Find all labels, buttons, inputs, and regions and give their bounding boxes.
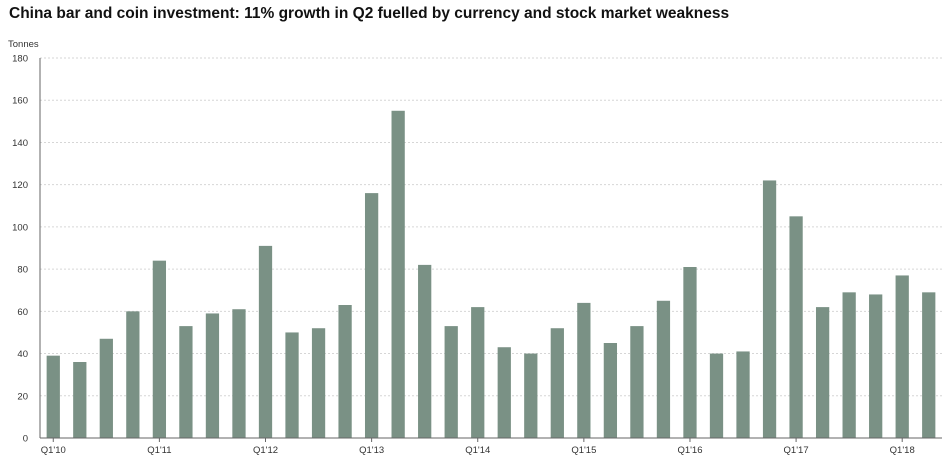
bar — [364, 193, 379, 438]
bar — [497, 347, 511, 438]
y-tick-label: 40 — [17, 349, 28, 360]
x-tick-label: Q1'15 — [571, 445, 596, 456]
bar — [524, 353, 538, 438]
bar — [922, 292, 936, 438]
y-tick-label: 180 — [12, 54, 28, 65]
bars — [46, 110, 936, 439]
chart-title: China bar and coin investment: 11% growt… — [9, 5, 730, 22]
bar — [736, 351, 750, 438]
y-tick-label: 80 — [17, 265, 28, 276]
y-tick-label: 120 — [12, 180, 28, 191]
bar — [232, 309, 246, 438]
x-tick-label: Q1'11 — [147, 445, 171, 456]
bar — [683, 267, 697, 438]
bar — [285, 332, 299, 438]
bar — [46, 355, 60, 438]
bar — [391, 110, 405, 439]
bar — [815, 307, 830, 438]
bar — [205, 313, 220, 438]
x-tick-label: Q1'16 — [677, 445, 702, 456]
bar — [842, 292, 856, 438]
bar — [895, 275, 909, 438]
axes: 0 20 40 60 80 100 120 140 160 180 Q1'10 Q1'11 Q1'12 Q… — [12, 54, 942, 456]
bar — [258, 245, 273, 438]
x-tick-label: Q1'10 — [41, 445, 66, 456]
x-tick-label: Q1'14 — [465, 445, 490, 456]
x-tick-label: Q1'13 — [359, 445, 384, 456]
bar — [152, 260, 167, 438]
bar — [603, 343, 618, 438]
x-tick-label: Q1'18 — [890, 445, 915, 456]
bar — [73, 362, 87, 438]
bar — [444, 326, 458, 438]
y-tick-label: 140 — [12, 138, 28, 149]
y-tick-label: 100 — [12, 222, 28, 233]
bar — [311, 328, 326, 438]
bar — [418, 264, 432, 438]
bar — [338, 305, 352, 438]
bar — [471, 307, 485, 438]
bar — [179, 326, 193, 438]
bar — [656, 300, 671, 438]
bar — [99, 338, 113, 438]
y-tick-label: 20 — [17, 391, 28, 402]
grid-lines — [40, 57, 942, 397]
bar — [577, 302, 591, 438]
bar — [126, 311, 140, 438]
bar — [630, 326, 644, 438]
y-tick-label: 160 — [12, 96, 28, 107]
y-tick-label: 0 — [23, 434, 28, 445]
bar — [550, 328, 564, 438]
bar — [709, 353, 724, 438]
bar — [762, 180, 777, 438]
bar — [789, 216, 803, 438]
x-tick-label: Q1'12 — [253, 445, 278, 456]
bar — [869, 294, 883, 438]
y-unit-label: Tonnes — [8, 39, 39, 50]
y-tick-label: 60 — [17, 307, 28, 318]
x-tick-label: Q1'17 — [784, 445, 809, 456]
